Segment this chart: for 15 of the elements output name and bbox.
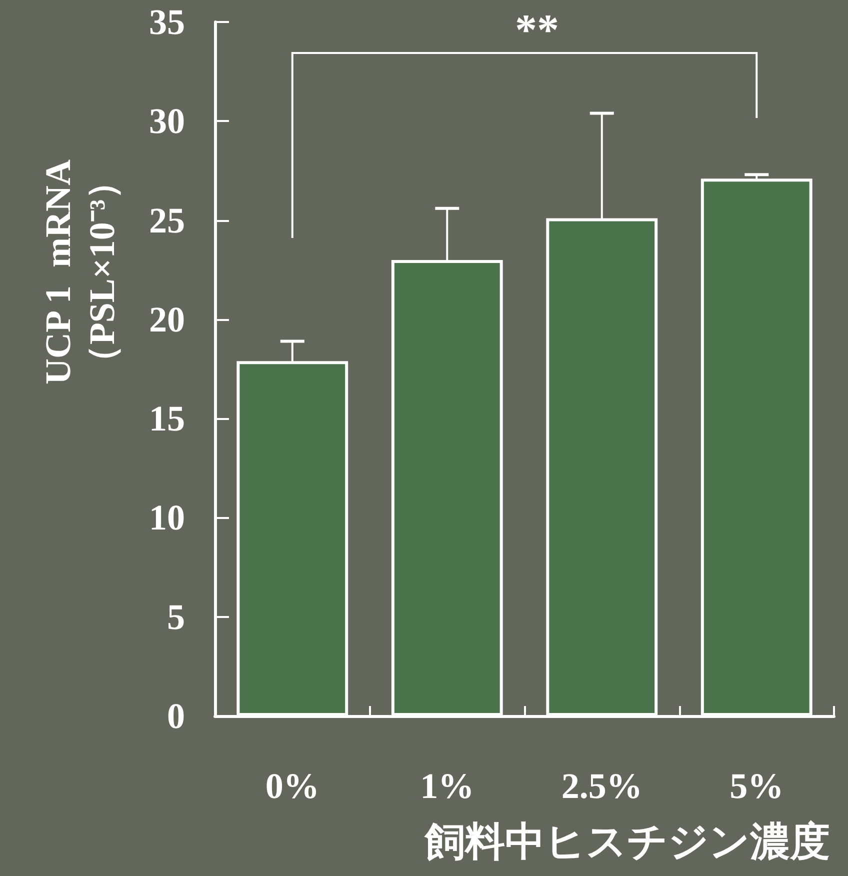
x-axis-title: 飼料中ヒスチジン濃度 <box>424 819 830 865</box>
x-tick-label: 2.5% <box>561 766 642 806</box>
y-tick-label: 10 <box>149 498 185 538</box>
y-tick-label: 5 <box>167 596 185 637</box>
x-tick-label: 5% <box>730 766 784 806</box>
x-tick-label: 0% <box>265 766 320 806</box>
y-tick-label: 35 <box>149 2 185 42</box>
y-axis-title: UCP 1 mRNA （PSL×10⁻³） <box>38 160 122 384</box>
annotation: ** <box>515 6 559 54</box>
y-tick-label: 15 <box>149 398 185 439</box>
y-tick-label: 25 <box>149 200 185 240</box>
y-tick-label: 20 <box>149 299 185 340</box>
x-tick-label: 1% <box>420 766 474 806</box>
y-tick-label: 0 <box>167 696 185 736</box>
y-tick-label: 30 <box>149 101 185 142</box>
